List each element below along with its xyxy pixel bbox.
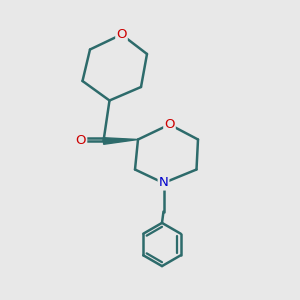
Text: O: O: [164, 118, 175, 131]
Polygon shape: [103, 138, 138, 144]
Text: O: O: [76, 134, 86, 148]
Text: N: N: [159, 176, 168, 190]
Text: O: O: [116, 28, 127, 41]
